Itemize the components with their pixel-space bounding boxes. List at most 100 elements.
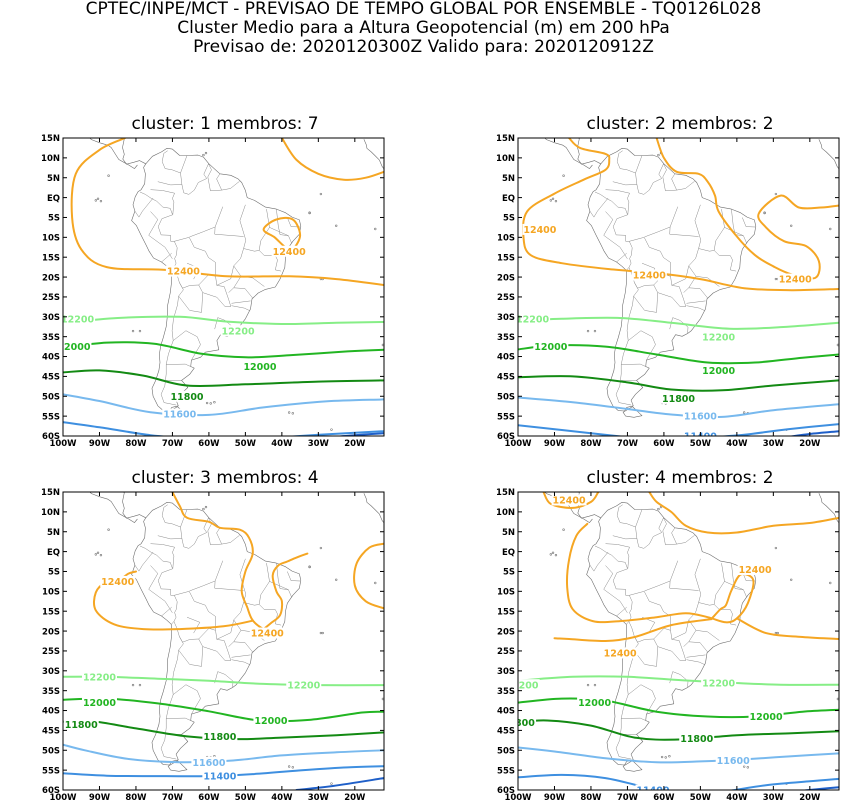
map-panel-cluster-2: 12400 12400 12400 12200 12200 12000 12000 11800… <box>496 134 840 449</box>
lat-tick-label: 15S <box>497 253 515 263</box>
contour-12400 <box>648 492 839 535</box>
lon-tick-label: 70W <box>162 793 184 803</box>
lat-tick-label: 10S <box>497 588 515 598</box>
contour-11800 <box>63 369 384 388</box>
lon-tick-label: 100W <box>49 793 77 803</box>
contour-label: 1800 <box>508 718 535 729</box>
lat-tick-label: 30S <box>497 667 515 677</box>
contour-label-bg <box>271 245 307 257</box>
figure-header: CPTEC/INPE/MCT - PREVISAO DE TEMPO GLOBA… <box>0 0 847 57</box>
lon-tick-label: 30W <box>308 439 330 449</box>
contour-label-bg <box>635 784 671 790</box>
contour-label-bg <box>522 223 558 235</box>
contour-label-bg <box>220 325 256 337</box>
lat-tick-label: 55S <box>42 766 60 776</box>
contour-12400 <box>553 618 713 643</box>
contour-12200 <box>63 315 384 326</box>
lon-tick-label: 40W <box>271 439 293 449</box>
contour-label-bg <box>63 718 99 730</box>
map-panel-cluster-4: 12400 12400 12400 2200 12200 12000 12000 1800 11… <box>496 488 840 803</box>
lat-tick-label: 55S <box>42 412 60 422</box>
map-frame <box>517 137 840 437</box>
axis-ticks: 15N 10N 5N EQ 5S 10S 15S 20S 25S 30S 35S 40S 45S 50S 5… <box>496 488 839 803</box>
contour-label: 12200 <box>702 678 735 689</box>
lon-tick-label: 70W <box>162 439 184 449</box>
lon-tick-label: 20W <box>799 793 821 803</box>
lon-tick-label: 60W <box>653 439 675 449</box>
contour-label: 11800 <box>203 732 236 743</box>
contour-12400 <box>655 138 839 280</box>
contour-label-bg <box>162 408 198 420</box>
contour-label: 11800 <box>662 394 695 405</box>
lon-tick-label: 40W <box>726 439 748 449</box>
lat-tick-label: 60S <box>42 432 60 442</box>
lat-tick-label: 50S <box>497 746 515 756</box>
contour-11600 <box>518 746 839 764</box>
lon-tick-label: 100W <box>504 439 532 449</box>
panel-2-title: cluster: 2 membros: 2 <box>586 114 774 134</box>
lat-tick-label: 25S <box>42 293 60 303</box>
lon-tick-label: 60W <box>198 439 220 449</box>
map-panel-cluster-1: 12400 12400 12200 12200 12000 12000 11800 11600… <box>41 134 385 449</box>
contour-label: 12000 <box>578 698 611 709</box>
lat-tick-label: 15S <box>497 607 515 617</box>
lat-tick-label: 10S <box>42 588 60 598</box>
contour-label-bg <box>777 273 813 285</box>
lat-tick-label: 5N <box>47 174 60 184</box>
contour-label: 12400 <box>101 577 134 588</box>
contour-label-bg <box>679 732 715 744</box>
lon-tick-label: 60W <box>198 793 220 803</box>
contour-12400 <box>522 138 839 292</box>
lat-tick-label: 45S <box>42 727 60 737</box>
contour-label-bg <box>701 364 737 376</box>
lon-tick-label: 70W <box>617 793 639 803</box>
lat-tick-label: 30S <box>42 667 60 677</box>
lat-tick-label: 25S <box>42 647 60 657</box>
contour-label: 11600 <box>684 412 717 423</box>
lat-tick-label: 15N <box>496 488 515 498</box>
contour-label: 12400 <box>739 565 772 576</box>
header-subtitle: Cluster Medio para a Altura Geopotencial… <box>177 18 670 38</box>
lat-tick-label: 30S <box>497 313 515 323</box>
contour-12400 <box>280 138 384 181</box>
contour-12400 <box>262 552 309 631</box>
lat-tick-label: 5S <box>48 568 60 578</box>
lon-tick-label: 100W <box>504 793 532 803</box>
lat-tick-label: 35S <box>42 687 60 697</box>
contour-label: 12000 <box>57 342 90 353</box>
contour-11600 <box>63 393 384 417</box>
lat-tick-label: 5N <box>502 528 515 538</box>
contour-label: 12400 <box>167 267 200 278</box>
lat-tick-label: 60S <box>497 786 515 796</box>
contour-11800 <box>518 375 839 392</box>
lat-tick-label: 40S <box>497 707 515 717</box>
contour-label: 12000 <box>83 698 116 709</box>
contour-label-bg <box>518 313 551 325</box>
geopotential-contours <box>518 492 839 790</box>
lat-tick-label: 50S <box>497 392 515 402</box>
lat-tick-label: 5N <box>502 174 515 184</box>
contour-12200 <box>518 316 839 330</box>
lat-tick-label: 10N <box>496 154 515 164</box>
header-title: CPTEC/INPE/MCT - PREVISAO DE TEMPO GLOBA… <box>85 0 762 19</box>
lat-tick-label: 20S <box>42 627 60 637</box>
contour-label-bg <box>577 697 613 709</box>
lon-tick-label: 20W <box>344 439 366 449</box>
contour-12400 <box>171 492 273 632</box>
lat-tick-label: EQ <box>47 548 60 558</box>
lat-tick-label: 55S <box>497 412 515 422</box>
contour-label: 12000 <box>243 362 276 373</box>
contour-label-bg <box>202 770 238 782</box>
contour-12400 <box>566 522 755 624</box>
lat-tick-label: 10N <box>41 508 60 518</box>
contour-label: 12200 <box>61 314 94 325</box>
lat-tick-label: 50S <box>42 746 60 756</box>
contour-label: 11400 <box>636 786 669 797</box>
lat-tick-label: 5S <box>503 214 515 224</box>
contour-label-bg <box>63 341 92 353</box>
contour-12400 <box>735 617 839 640</box>
lon-tick-label: 20W <box>799 439 821 449</box>
contour-label: 12400 <box>251 629 284 640</box>
contour-11400 <box>729 777 839 790</box>
contour-11600 <box>518 396 839 419</box>
